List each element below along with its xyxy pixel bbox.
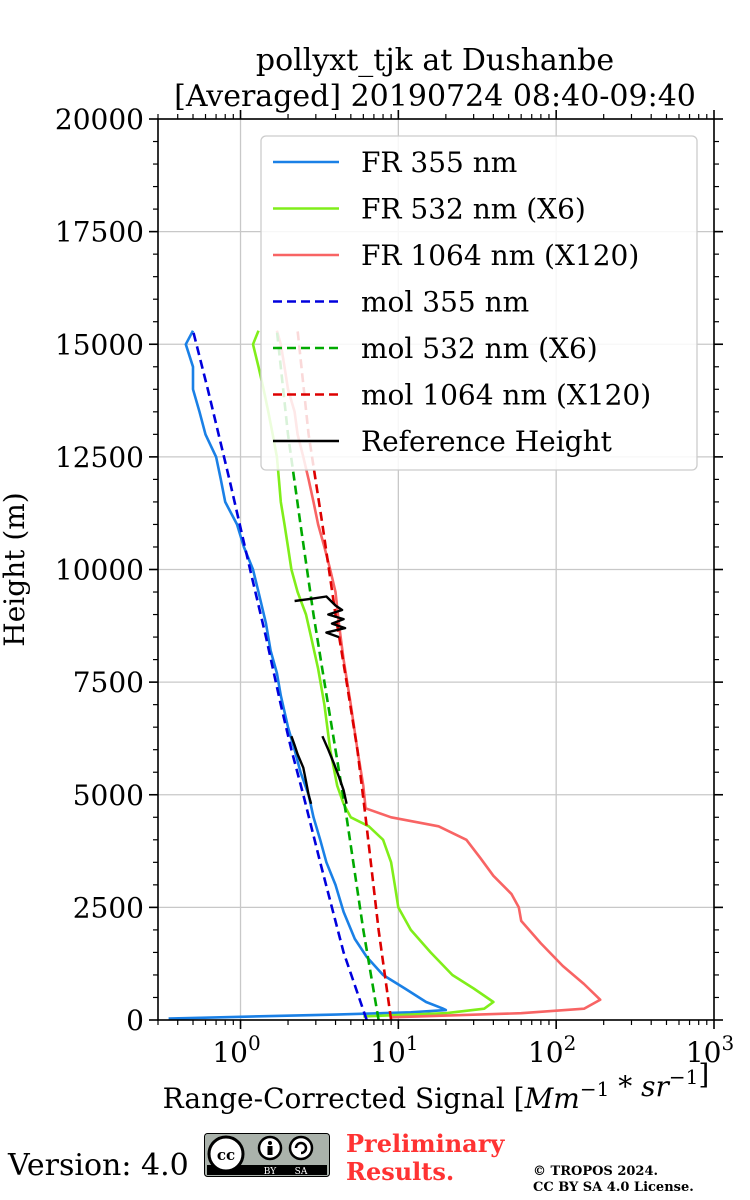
legend-entry-label: Reference Height [361, 425, 613, 458]
chart-title-line-1: pollyxt_tjk at Dushanbe [256, 43, 614, 78]
plot-frame [157, 118, 715, 1021]
y-tick-label: 7500 [73, 666, 144, 699]
y-tick-label: 10000 [55, 554, 144, 587]
copyright-line-2: CC BY SA 4.0 License. [533, 1180, 694, 1195]
series-line-reference-height [290, 735, 313, 805]
cc-icon [207, 1135, 245, 1173]
footer: Version: 4.0 cc BY SA Preliminary Result… [0, 1128, 750, 1200]
chart-title: pollyxt_tjk at Dushanbe [Averaged] 20190… [174, 43, 696, 114]
cc-by-sa-license-badge[interactable]: cc BY SA [204, 1133, 330, 1177]
series-line-3 [191, 330, 368, 1021]
legend-entry-label: mol 532 nm (X6) [361, 332, 598, 365]
legend-box [260, 135, 698, 471]
version-label: Version: 4.0 [8, 1148, 189, 1183]
y-tick-label: 15000 [55, 328, 144, 361]
share-alike-icon [288, 1135, 314, 1161]
lidar-profile-chart: pollyxt_tjk at Dushanbe [Averaged] 20190… [0, 43, 734, 1115]
chart-title-line-2: [Averaged] 20190724 08:40-09:40 [174, 79, 696, 114]
y-tick-label: 0 [126, 1004, 144, 1037]
legend-entry-label: mol 355 nm [361, 286, 529, 319]
legend-entry-label: FR 355 nm [361, 146, 517, 179]
badge-by-label: BY [264, 1167, 277, 1177]
series-line-0 [168, 330, 448, 1020]
preliminary-line-2: Results. [346, 1157, 455, 1186]
x-tick-label: 100 [212, 1031, 260, 1069]
y-axis-label: Height (m) [0, 492, 31, 646]
series-line-reference-height [294, 595, 347, 639]
legend: FR 355 nm FR 532 nm (X6) FR 1064 nm (X120)… [260, 135, 698, 471]
badge-sa-label: SA [295, 1167, 308, 1177]
y-tick-label: 5000 [73, 779, 144, 812]
y-tick-label: 20000 [55, 103, 144, 136]
y-tick-label: 12500 [55, 441, 144, 474]
copyright-note: © TROPOS 2024. CC BY SA 4.0 License. [533, 1164, 694, 1196]
copyright-line-1: © TROPOS 2024. [533, 1164, 659, 1179]
legend-entry-label: mol 1064 nm (X120) [361, 379, 651, 412]
y-tick-label: 2500 [73, 891, 144, 924]
preliminary-line-1: Preliminary [346, 1129, 505, 1158]
y-tick-label: 17500 [55, 216, 144, 249]
x-tick-label: 102 [528, 1031, 576, 1069]
legend-entry-label: FR 532 nm (X6) [361, 193, 586, 226]
x-tick-label: 103 [686, 1031, 734, 1069]
svg-text:cc: cc [217, 1146, 235, 1164]
x-tick-label: 101 [370, 1031, 418, 1069]
axis-ticks: 0 2500 5000 7500 10000 12500 15000 17500 20000 10… [55, 103, 734, 1069]
preliminary-results-note: Preliminary Results. [346, 1130, 504, 1186]
series-line-reference-height [321, 735, 348, 805]
legend-entry-label: FR 1064 nm (X120) [361, 239, 639, 272]
